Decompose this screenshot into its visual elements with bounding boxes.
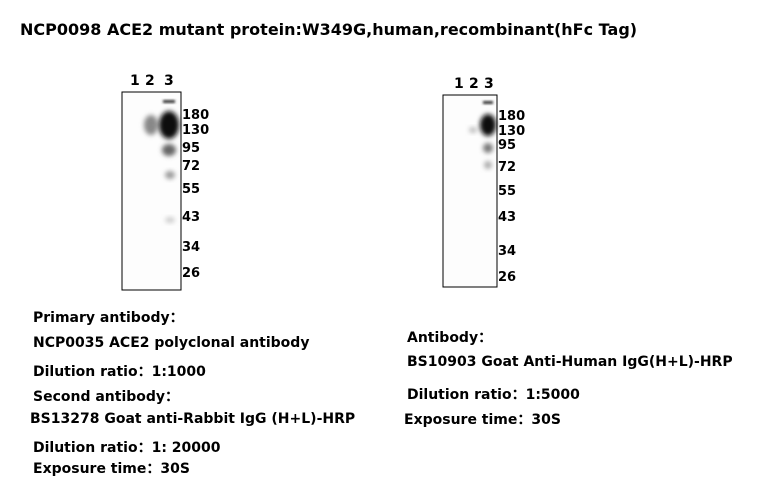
lane-label: 2	[145, 73, 155, 89]
note-line: Exposure time：30S	[33, 461, 190, 477]
title: NCP0098 ACE2 mutant protein:W349G,human,…	[20, 20, 638, 39]
marker-label: 55	[498, 184, 517, 199]
note-line: Antibody：	[407, 330, 493, 346]
marker-label: 26	[182, 266, 201, 281]
lane-label: 3	[164, 73, 174, 89]
lane-label: 1	[454, 76, 464, 92]
marker-label: 95	[182, 141, 201, 156]
marker-label: 95	[498, 138, 517, 153]
note-line: Primary antibody：	[33, 310, 184, 326]
marker-label: 72	[182, 159, 201, 174]
marker-label: 26	[498, 270, 517, 285]
marker-label: 130	[498, 124, 526, 139]
blot-right	[442, 94, 498, 288]
marker-label: 180	[498, 109, 526, 124]
note-line: Dilution ratio：1:1000	[33, 364, 206, 380]
lane-label: 1	[130, 73, 140, 89]
note-line: Second antibody：	[33, 389, 180, 405]
marker-label: 34	[498, 244, 517, 259]
lane-label: 2	[469, 76, 479, 92]
marker-label: 34	[182, 240, 201, 255]
marker-label: 43	[182, 210, 201, 225]
lane-label: 3	[484, 76, 494, 92]
marker-label: 130	[182, 123, 210, 138]
marker-label: 55	[182, 182, 201, 197]
marker-label: 180	[182, 108, 210, 123]
note-line: Dilution ratio：1:5000	[407, 387, 580, 403]
note-line: BS13278 Goat anti-Rabbit IgG (H+L)-HRP	[30, 411, 356, 427]
marker-label: 43	[498, 210, 517, 225]
note-line: Dilution ratio：1: 20000	[33, 440, 221, 456]
marker-label: 72	[498, 160, 517, 175]
note-line: Exposure time：30S	[404, 412, 561, 428]
note-line: BS10903 Goat Anti-Human IgG(H+L)-HRP	[407, 354, 733, 370]
blot-left	[121, 91, 182, 291]
note-line: NCP0035 ACE2 polyclonal antibody	[33, 335, 310, 351]
